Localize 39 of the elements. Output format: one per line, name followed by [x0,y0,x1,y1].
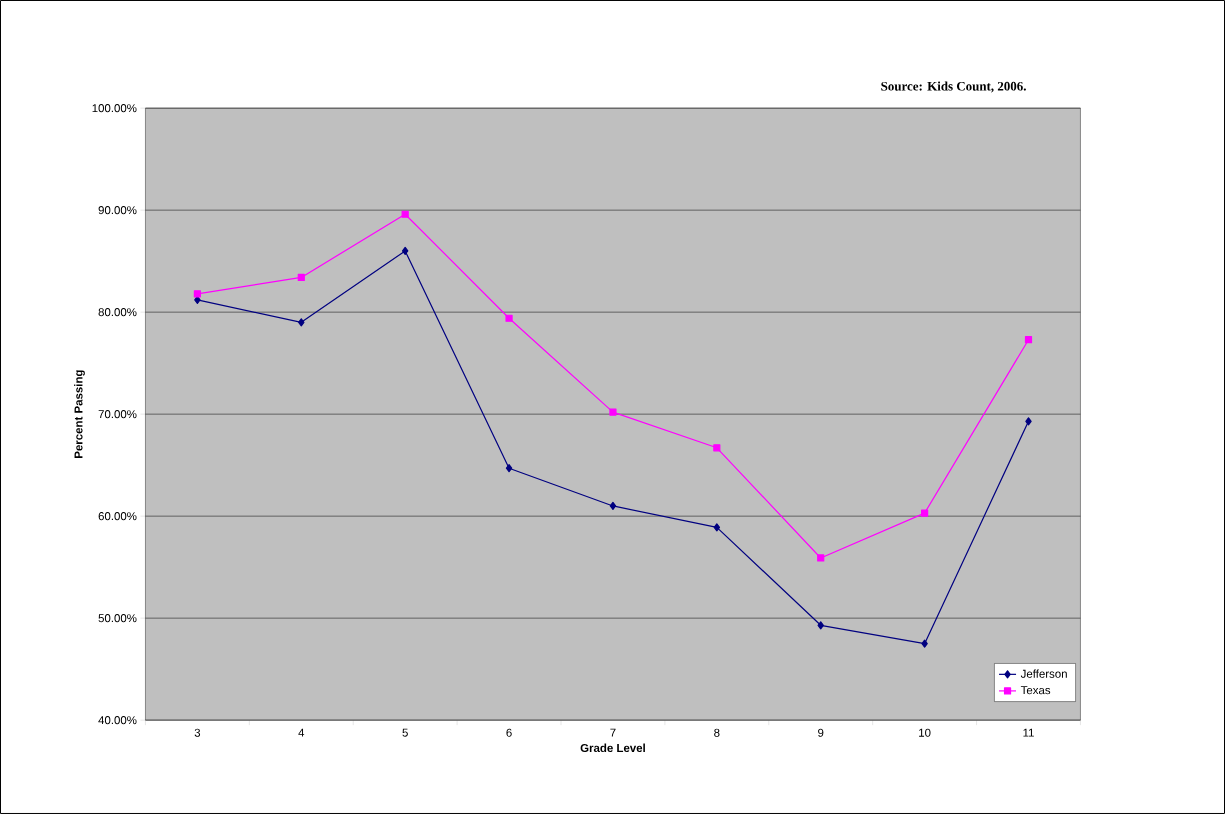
point [401,246,409,256]
y-tick-label: 100.00% [92,104,137,113]
point [921,509,929,517]
point [505,464,513,473]
x-tick-label: 11 [1023,728,1034,737]
x-tick-label: 6 [506,728,512,737]
y-tick-label: 90.00% [98,206,137,215]
y-tick-label: 40.00% [98,716,137,725]
source-note: Source: Kids Count, 2006. [881,81,1026,93]
x-tick-label: 7 [610,728,616,737]
point [1025,417,1032,426]
legend-label: Jefferson [1020,669,1067,678]
point [921,639,928,648]
point [193,290,201,298]
point [1024,336,1033,344]
legend-label: Texas [1020,686,1051,695]
x-tick-label: 8 [714,728,720,737]
point [713,523,721,532]
point [298,318,305,327]
y-tick-label: 80.00% [98,308,137,317]
x-tick-label: 5 [402,728,408,737]
x-tick-label: 3 [194,728,201,737]
point [194,295,201,304]
point [817,621,824,630]
point [609,408,617,416]
x-tick-label: 10 [919,728,931,737]
point [609,501,617,511]
x-axis-title: Grade Level [580,743,645,753]
point [401,210,409,218]
point [297,273,305,282]
point [713,444,721,452]
x-tick-label: 4 [298,728,305,737]
x-tick-label: 9 [818,728,824,737]
y-tick-label: 50.00% [98,614,137,623]
point [505,314,513,322]
y-tick-label: 60.00% [98,512,137,521]
point [817,554,825,562]
y-tick-label: 70.00% [98,410,137,419]
y-axis-title: Percent Passing [74,370,85,458]
